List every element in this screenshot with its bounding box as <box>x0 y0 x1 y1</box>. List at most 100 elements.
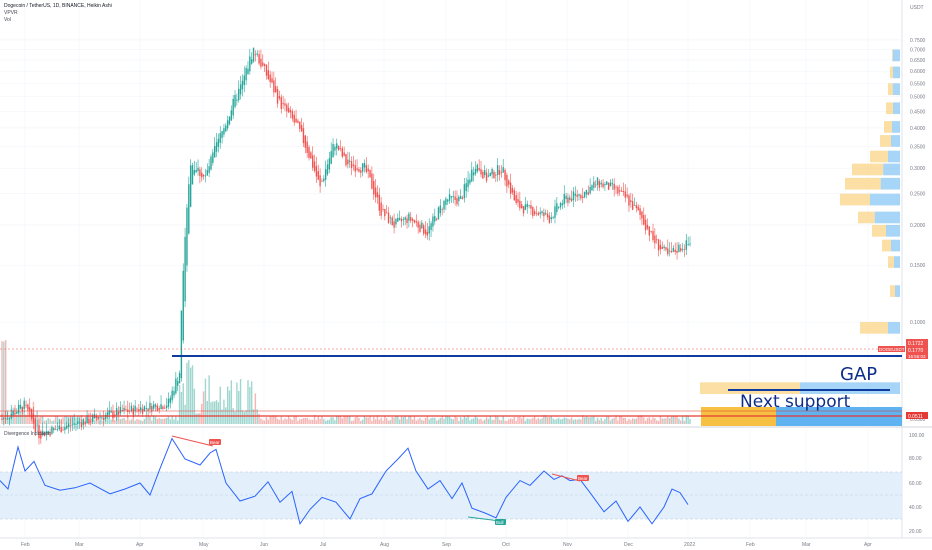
candle-body <box>308 147 310 158</box>
volume-bar <box>533 415 536 424</box>
price-pane[interactable] <box>0 0 902 426</box>
vp-bar-blue <box>891 135 900 147</box>
candle-body <box>3 417 5 420</box>
volume-bar <box>611 418 614 424</box>
candle-body <box>667 248 669 255</box>
volume-bar <box>236 382 238 424</box>
candle-body <box>156 405 159 411</box>
candle-body <box>12 410 14 417</box>
volume-bar <box>313 415 316 424</box>
volume-bar <box>95 417 98 424</box>
volume-bar <box>685 415 688 424</box>
volume-bar <box>502 415 504 424</box>
volume-bar <box>557 417 560 424</box>
vp-bar-blue <box>883 163 900 176</box>
volume-bar <box>336 415 338 424</box>
candle-body <box>689 243 691 245</box>
candle-body <box>574 193 577 196</box>
candle-body <box>25 404 27 406</box>
volume-bar <box>400 416 403 424</box>
volume-bar <box>637 416 639 424</box>
candle-body <box>417 221 419 228</box>
volume-bar <box>459 417 462 424</box>
volume-bar <box>463 416 466 424</box>
price-axis[interactable]: 0.7500 0.7000 0.6500 0.6000 0.5500 0.5000 0.45… <box>910 38 926 423</box>
volume-bar <box>454 415 456 424</box>
candle-body <box>528 204 530 206</box>
candle-body <box>269 74 271 82</box>
divergence-indicator-label[interactable]: Divergence Indicator <box>4 431 50 437</box>
volume-bar <box>315 420 318 424</box>
volume-bar <box>140 420 142 424</box>
vpvr-indicator-label[interactable]: VPVR <box>4 10 18 16</box>
volume-bar <box>171 415 173 424</box>
volume-bar <box>16 414 18 424</box>
candle-body <box>583 191 586 198</box>
volume-bar <box>619 415 621 424</box>
price-tick-label: 0.3000 <box>910 166 926 172</box>
vp-bar-yellow <box>872 224 886 237</box>
volume-bar <box>189 367 192 424</box>
candle-body <box>14 413 16 415</box>
candle-body <box>652 231 654 240</box>
volume-bar <box>130 419 133 424</box>
volume-bar <box>210 402 212 424</box>
volume-bar <box>545 415 547 424</box>
price-tick-label: 0.0500 <box>910 417 926 423</box>
volume-bar <box>182 383 184 424</box>
candle-body <box>302 128 305 144</box>
volume-bar <box>321 415 323 424</box>
candle-body <box>620 190 623 192</box>
candle-body <box>389 217 392 219</box>
candle-body <box>493 171 495 178</box>
volume-bar <box>121 418 123 424</box>
candle-body <box>130 405 133 411</box>
candle-body <box>600 182 602 185</box>
candle-body <box>182 270 184 341</box>
candle-body <box>188 184 190 234</box>
candle-body <box>495 174 497 176</box>
volume-bar <box>332 417 334 424</box>
volume-bar <box>583 417 586 424</box>
candle-body <box>489 172 491 177</box>
time-tick-label: Sep <box>442 542 451 548</box>
volume-bar <box>376 415 379 424</box>
volume-bar <box>330 417 332 424</box>
candle-body <box>258 54 260 64</box>
time-axis[interactable]: Feb Mar Apr May Jun Jul Aug Sep Oct Nov Dec 2022 Feb… <box>21 542 872 548</box>
time-tick-label: Jun <box>260 542 268 548</box>
candle-body <box>687 244 689 246</box>
candle-body <box>619 190 621 192</box>
candle-body <box>474 169 477 174</box>
volume-bar <box>143 419 146 424</box>
volume-indicator-label[interactable]: Vol <box>4 17 11 23</box>
candle-body <box>165 405 168 409</box>
volume-bar <box>461 419 464 424</box>
candle-body <box>334 146 336 151</box>
volume-bar <box>411 419 414 424</box>
candle-body <box>212 152 214 163</box>
volume-bar <box>434 417 436 424</box>
candle-body <box>585 189 588 195</box>
candle-body <box>112 411 114 418</box>
volume-bar <box>624 417 626 424</box>
volume-bar <box>304 418 307 424</box>
candle-body <box>347 159 349 165</box>
candle-body <box>339 148 342 149</box>
price-tick-label: 0.6500 <box>910 58 926 64</box>
candle-body <box>471 169 473 182</box>
volume-bar <box>41 416 44 424</box>
candle-body <box>293 114 295 123</box>
candle-body <box>395 219 397 225</box>
candle-body <box>373 180 375 195</box>
candle-body <box>326 164 329 175</box>
vp-bar-blue <box>892 83 900 96</box>
candle-body <box>47 431 49 433</box>
volume-bar <box>217 402 220 424</box>
candle-body <box>393 221 395 228</box>
volume-bar <box>491 419 493 424</box>
volume-bar <box>186 362 188 424</box>
oscillator-axis[interactable]: 100.00 80.00 60.00 40.00 20.00 <box>909 433 925 535</box>
candle-body <box>147 408 149 411</box>
